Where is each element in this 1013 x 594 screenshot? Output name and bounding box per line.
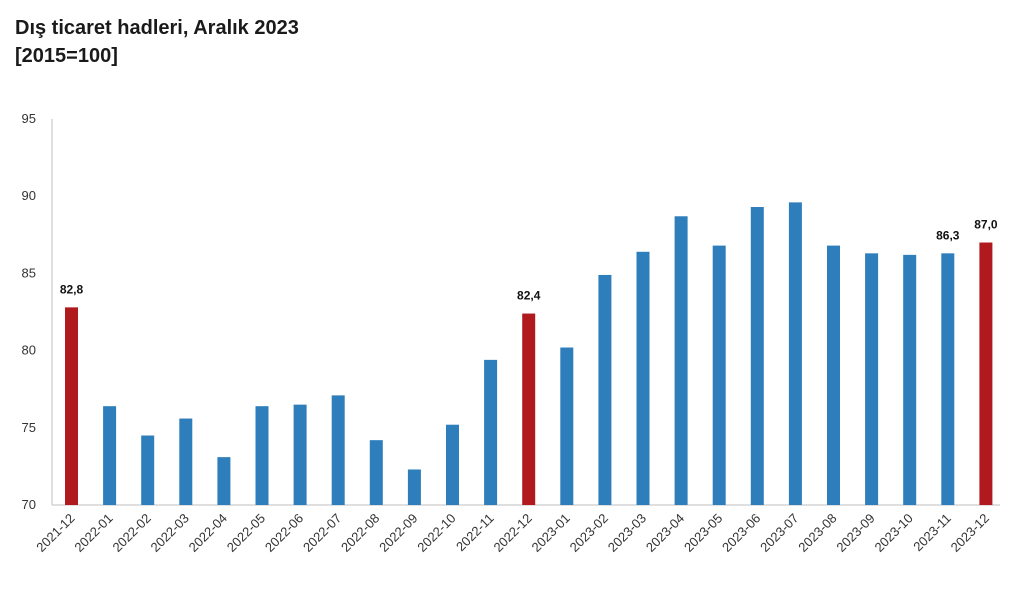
bar <box>255 406 269 505</box>
bar <box>865 253 879 505</box>
bar <box>407 469 421 505</box>
x-tick-label: 2022-11 <box>453 511 497 555</box>
bar <box>750 207 764 505</box>
x-tick-label: 2022-02 <box>109 511 153 555</box>
x-tick-label: 2023-11 <box>910 511 954 555</box>
y-tick-label: 80 <box>22 343 36 358</box>
bar <box>369 440 383 505</box>
bar <box>712 245 726 505</box>
bar <box>788 202 802 505</box>
data-label: 87,0 <box>974 218 998 232</box>
bar <box>522 313 536 505</box>
x-tick-label: 2022-12 <box>490 511 534 555</box>
x-tick-label: 2023-10 <box>871 511 915 555</box>
x-tick-label: 2023-05 <box>681 511 725 555</box>
x-tick-label: 2021-12 <box>33 511 77 555</box>
x-tick-label: 2023-08 <box>795 511 839 555</box>
bar <box>217 457 231 505</box>
bar <box>560 347 574 505</box>
y-tick-label: 85 <box>22 265 36 280</box>
x-tick-label: 2022-06 <box>262 511 306 555</box>
data-label: 82,8 <box>60 282 84 296</box>
x-tick-label: 2022-10 <box>414 511 458 555</box>
bar <box>446 424 459 505</box>
chart-title-block: Dış ticaret hadleri, Aralık 2023 [2015=1… <box>15 14 299 70</box>
bar <box>903 254 917 505</box>
x-tick-label: 2023-07 <box>757 511 801 555</box>
x-tick-label: 2023-06 <box>719 511 763 555</box>
bar <box>179 418 193 505</box>
chart-subtitle: [2015=100] <box>15 45 118 67</box>
bar <box>674 216 688 505</box>
x-tick-label: 2023-01 <box>529 511 573 555</box>
x-tick-label: 2023-02 <box>567 511 611 555</box>
x-tick-label: 2023-04 <box>643 511 687 555</box>
y-tick-label: 75 <box>22 420 36 435</box>
y-tick-label: 90 <box>22 188 36 203</box>
bar <box>636 251 650 505</box>
y-tick-label: 70 <box>22 497 36 512</box>
bar <box>65 307 78 505</box>
x-tick-label: 2022-08 <box>338 511 382 555</box>
data-label: 86,3 <box>936 228 960 242</box>
x-tick-label: 2023-03 <box>605 511 649 555</box>
bar <box>979 242 993 505</box>
y-tick-label: 95 <box>22 111 36 126</box>
x-tick-label: 2022-01 <box>71 511 115 555</box>
chart-title: Dış ticaret hadleri, Aralık 2023 <box>15 17 299 39</box>
bar <box>484 359 498 505</box>
x-tick-label: 2022-07 <box>300 511 344 555</box>
data-label: 82,4 <box>517 289 541 303</box>
bar <box>293 404 307 505</box>
bar <box>103 406 117 505</box>
bar <box>827 245 840 505</box>
bar <box>141 435 155 505</box>
x-tick-label: 2023-12 <box>948 511 992 555</box>
x-tick-label: 2023-09 <box>833 511 877 555</box>
bar <box>941 253 955 505</box>
bar <box>598 274 612 505</box>
x-tick-label: 2022-03 <box>148 511 192 555</box>
x-tick-label: 2022-05 <box>224 511 268 555</box>
x-tick-label: 2022-09 <box>376 511 420 555</box>
bar <box>331 395 345 505</box>
x-tick-label: 2022-04 <box>186 511 230 555</box>
